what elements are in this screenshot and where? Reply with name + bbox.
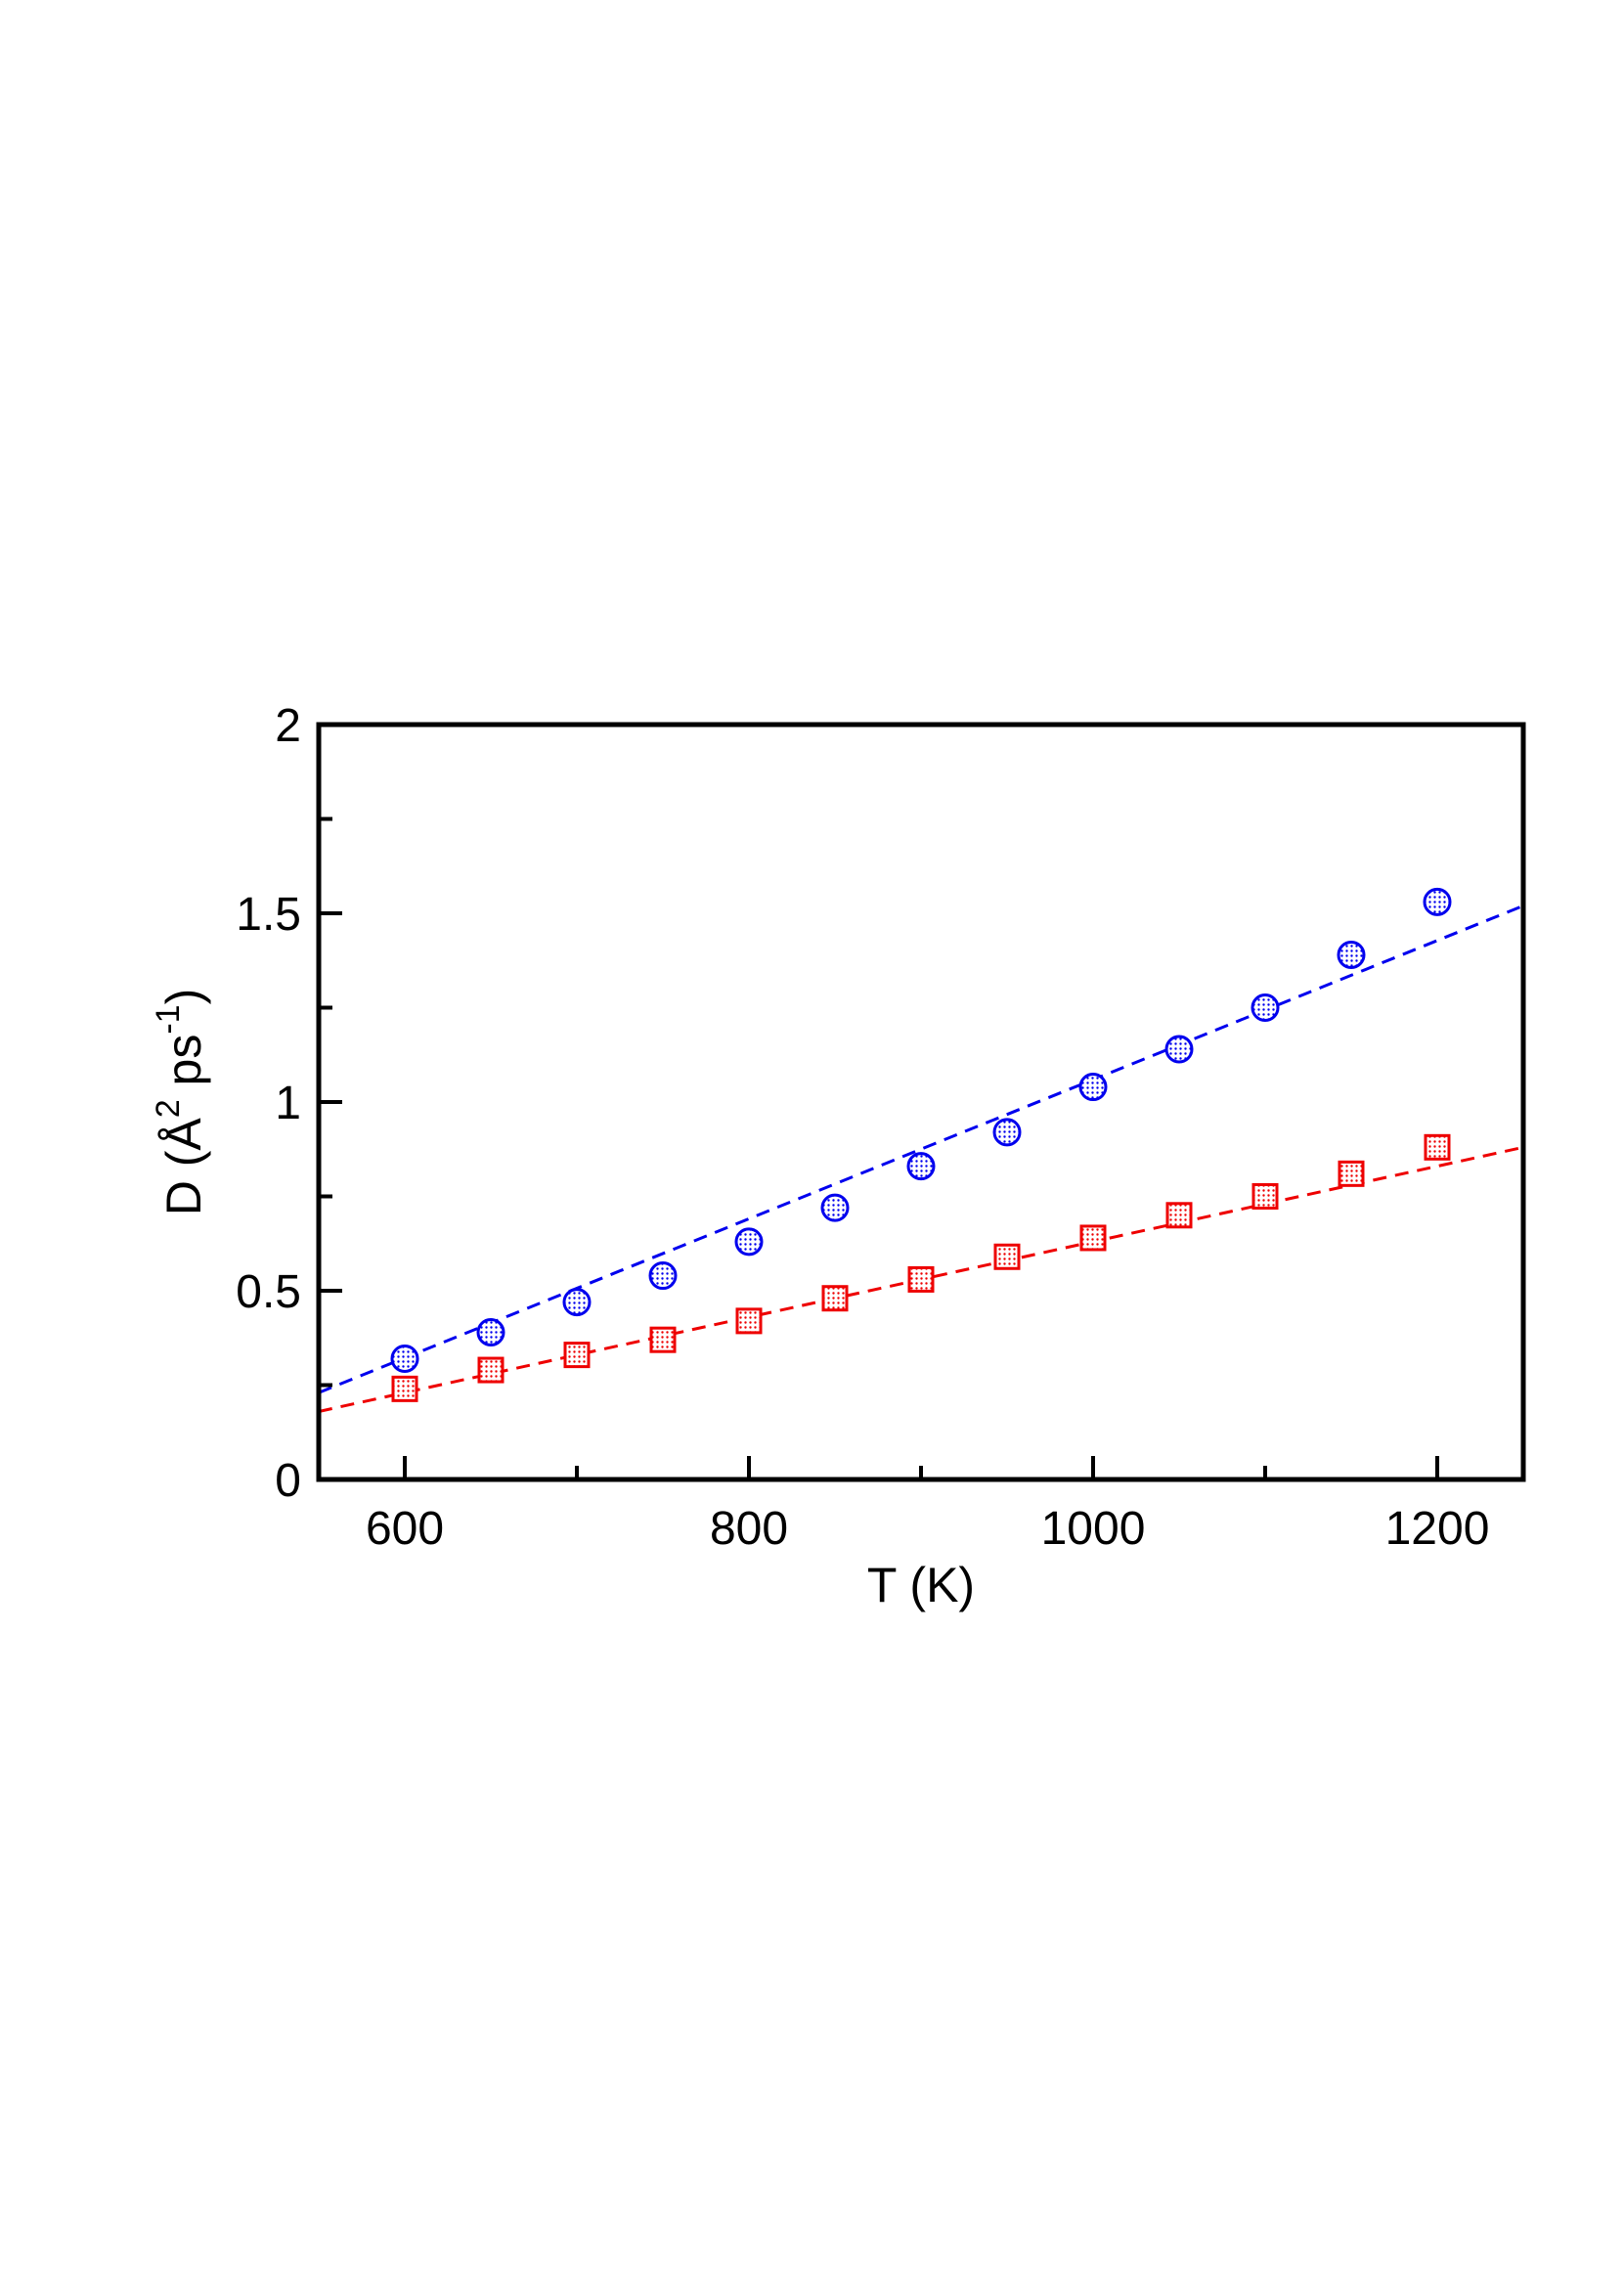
y-tick-label: 0	[275, 1455, 301, 1507]
data-point-circle	[820, 1193, 850, 1222]
data-point-circle	[734, 1227, 764, 1257]
data-point-circle	[1078, 1073, 1108, 1102]
y-tick-label: 0.5	[236, 1266, 301, 1318]
data-point-circle	[390, 1344, 419, 1373]
data-point-circle	[476, 1317, 505, 1346]
data-point-square	[1165, 1202, 1193, 1229]
data-point-circle	[992, 1118, 1022, 1147]
y-axis-title-suffix: )	[156, 989, 211, 1005]
x-tick-label: 1200	[1385, 1503, 1490, 1555]
x-tick-label: 600	[366, 1503, 444, 1555]
data-point-square	[993, 1243, 1021, 1270]
data-point-circle	[1423, 887, 1452, 916]
x-tick-label: 800	[710, 1503, 788, 1555]
x-axis-title: T (K)	[867, 1558, 975, 1612]
data-point-circle	[562, 1288, 592, 1317]
data-point-circle	[648, 1261, 678, 1291]
data-point-circle	[1164, 1035, 1194, 1064]
x-tick-label: 1000	[1041, 1503, 1146, 1555]
data-point-square	[1338, 1160, 1365, 1187]
data-point-square	[391, 1375, 418, 1402]
y-tick-label: 1.5	[236, 889, 301, 941]
axis-ticks	[319, 723, 1439, 1481]
data-point-square	[649, 1326, 677, 1353]
data-point-square	[1079, 1224, 1107, 1252]
y-tick-label: 1	[275, 1078, 301, 1129]
y-axis-title-prefix: D (Å	[156, 1118, 211, 1216]
fit-line-0	[319, 904, 1523, 1394]
y-tick-label: 2	[275, 700, 301, 752]
data-markers	[390, 887, 1452, 1402]
y-axis-title-middle: ps	[156, 1035, 211, 1100]
data-point-square	[1251, 1183, 1279, 1210]
data-point-square	[477, 1356, 505, 1384]
data-point-circle	[906, 1152, 936, 1181]
data-point-square	[563, 1342, 591, 1369]
tick-labels: 600 800 1000 1200 0 0.5 1 1.5 2	[236, 700, 1489, 1555]
data-point-circle	[1337, 940, 1366, 969]
data-point-square	[735, 1307, 763, 1335]
y-axis-title-sup2: -1	[150, 1004, 187, 1034]
data-point-square	[821, 1285, 849, 1312]
data-point-square	[1424, 1133, 1451, 1161]
y-axis-title: D (Å2 ps-1)	[150, 989, 211, 1216]
data-point-circle	[1251, 993, 1280, 1022]
data-point-square	[907, 1265, 935, 1293]
y-axis-title-sup1: 2	[150, 1099, 187, 1118]
